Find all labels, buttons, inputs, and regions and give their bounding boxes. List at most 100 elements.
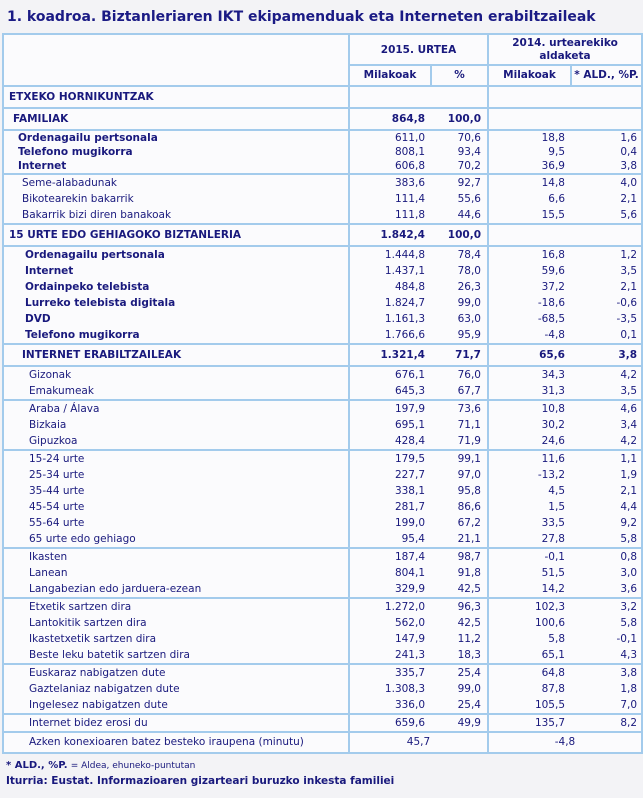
table-row: Ordainpeko telebista 484,8 26,3 37,2 2,1 bbox=[3, 279, 642, 295]
cell-value: 1.161,3 bbox=[348, 311, 431, 327]
cell-value: 336,0 bbox=[348, 697, 431, 714]
row-group: FAMILIAK 864,8 100,0 bbox=[3, 108, 643, 130]
cell-value: 0,4 bbox=[620, 145, 638, 158]
cell-value: 99,1 bbox=[457, 452, 481, 465]
cell-value: 338,1 bbox=[348, 483, 431, 499]
cell-value: 1,8 bbox=[620, 682, 638, 695]
row-label: Bakarrik bizi diren banakoak bbox=[22, 208, 172, 221]
cell-value: 70,6 bbox=[457, 131, 481, 144]
row-label: Euskaraz nabigatzen dute bbox=[29, 666, 166, 679]
header-year-row: 2015. URTEA 2014. urtearekiko aldaketa bbox=[3, 34, 643, 65]
cell-value: 49,9 bbox=[457, 716, 481, 729]
row-label: Telefono mugikorra bbox=[25, 328, 140, 341]
row-label: 35-44 urte bbox=[29, 484, 85, 497]
row-group: Ordenagailu pertsonala 611,0 70,6 18,8 1,6 Te… bbox=[3, 130, 643, 174]
table-row: Gipuzkoa 428,4 71,9 24,6 4,2 bbox=[3, 433, 642, 450]
row-label: Langabezian edo jarduera-ezean bbox=[29, 582, 202, 595]
row-label: Seme-alabadunak bbox=[22, 176, 117, 189]
header-milakoak-2015: Milakoak bbox=[348, 64, 431, 86]
row-label: 55-64 urte bbox=[29, 516, 85, 529]
cell-value: 98,7 bbox=[457, 550, 481, 563]
cell-value: 562,0 bbox=[348, 615, 431, 631]
cell-value: 30,2 bbox=[487, 417, 571, 433]
cell-value: 11,6 bbox=[487, 450, 571, 467]
cell-value: 67,7 bbox=[457, 384, 481, 397]
table-header: 2015. URTEA 2014. urtearekiko aldaketa M… bbox=[3, 34, 643, 86]
header-label-cell bbox=[3, 34, 349, 86]
cell-value: 97,0 bbox=[457, 468, 481, 481]
row-label: Ingelesez nabigatzen dute bbox=[29, 698, 168, 711]
cell-value: 804,1 bbox=[348, 565, 431, 581]
cell-value: 383,6 bbox=[348, 174, 431, 191]
row-group: Azken konexioaren batez besteko iraupena… bbox=[3, 732, 643, 753]
row-label: Internet bidez erosi du bbox=[29, 716, 148, 729]
row-label: Lantokitik sartzen dira bbox=[29, 616, 147, 629]
cell-value: 187,4 bbox=[348, 548, 431, 565]
cell-value: 27,8 bbox=[487, 531, 571, 548]
cell-value: 2,1 bbox=[620, 192, 638, 205]
row-label: 25-34 urte bbox=[29, 468, 85, 481]
table-row: Euskaraz nabigatzen dute 335,7 25,4 64,8 3,8 bbox=[3, 664, 642, 681]
cell-value: 1.437,1 bbox=[348, 263, 431, 279]
header-subcolumn-row: Milakoak % Milakoak * ALD., %P. bbox=[3, 64, 643, 86]
cell-value: 695,1 bbox=[348, 417, 431, 433]
cell-value: 864,8 bbox=[348, 108, 431, 130]
table-row: Emakumeak 645,3 67,7 31,3 3,5 bbox=[3, 383, 642, 400]
row-label: Gipuzkoa bbox=[29, 434, 78, 447]
cell-value: -13,2 bbox=[487, 467, 571, 483]
table-row: Bakarrik bizi diren banakoak 111,8 44,6 15,… bbox=[3, 207, 642, 224]
cell-value: 67,2 bbox=[457, 516, 481, 529]
cell-value: 92,7 bbox=[457, 176, 481, 189]
cell-value: 78,0 bbox=[457, 264, 481, 277]
row-label: Emakumeak bbox=[29, 384, 94, 397]
cell-value: 5,6 bbox=[620, 208, 638, 221]
row-group: Araba / Álava 197,9 73,6 10,8 4,6 Bizkaia 695,… bbox=[3, 400, 643, 450]
footnotes: * ALD., %P. = Aldea, ehuneko-puntutan It… bbox=[6, 759, 643, 788]
cell-value bbox=[571, 108, 642, 130]
table-row: Seme-alabadunak 383,6 92,7 14,8 4,0 bbox=[3, 174, 642, 191]
cell-value: -68,5 bbox=[487, 311, 571, 327]
cell-value: 3,0 bbox=[620, 566, 638, 579]
row-label: 45-54 urte bbox=[29, 500, 85, 513]
row-group: Internet bidez erosi du 659,6 49,9 135,7 8,2 bbox=[3, 714, 643, 732]
cell-value: 9,5 bbox=[487, 145, 571, 159]
cell-value: 73,6 bbox=[457, 402, 481, 415]
header-2015: 2015. URTEA bbox=[348, 34, 488, 65]
table-row: Ordenagailu pertsonala 1.444,8 78,4 16,8 1,2 bbox=[3, 246, 642, 263]
table-row: 35-44 urte 338,1 95,8 4,5 2,1 bbox=[3, 483, 642, 499]
row-label: Araba / Álava bbox=[29, 402, 100, 415]
table-row: Lanean 804,1 91,8 51,5 3,0 bbox=[3, 565, 642, 581]
source-line: Iturria: Eustat. Informazioaren gizartea… bbox=[6, 775, 395, 787]
cell-value: 14,2 bbox=[487, 581, 571, 598]
table-row: Beste leku batetik sartzen dira 241,3 18,3… bbox=[3, 647, 642, 664]
table-row: INTERNET ERABILTZAILEAK 1.321,4 71,7 65,6 3,… bbox=[3, 344, 642, 366]
cell-value: 64,8 bbox=[487, 664, 571, 681]
table-row: Bikotearekin bakarrik 111,4 55,6 6,6 2,1 bbox=[3, 191, 642, 207]
row-label: FAMILIAK bbox=[13, 112, 69, 125]
cell-value: 9,2 bbox=[620, 516, 638, 529]
row-label: 65 urte edo gehiago bbox=[29, 532, 136, 545]
table-row: Etxetik sartzen dira 1.272,0 96,3 102,3 3,2 bbox=[3, 598, 642, 615]
cell-value: 51,5 bbox=[487, 565, 571, 581]
row-group: 15 URTE EDO GEHIAGOKO BIZTANLERIA 1.842,4… bbox=[3, 224, 643, 246]
cell-value: 111,8 bbox=[348, 207, 431, 224]
cell-value: -0,6 bbox=[616, 296, 638, 309]
cell-value: 4,2 bbox=[620, 434, 638, 447]
cell-value: 1.272,0 bbox=[348, 598, 431, 615]
cell-value: 71,9 bbox=[457, 434, 481, 447]
table-row: 25-34 urte 227,7 97,0 -13,2 1,9 bbox=[3, 467, 642, 483]
row-label: Lurreko telebista digitala bbox=[25, 296, 176, 309]
cell-value: 1.842,4 bbox=[348, 224, 431, 246]
cell-value: 4,5 bbox=[487, 483, 571, 499]
cell-value: 3,8 bbox=[620, 666, 638, 679]
cell-value: 1.766,6 bbox=[348, 327, 431, 344]
cell-value: 1.444,8 bbox=[348, 246, 431, 263]
cell-value: 428,4 bbox=[348, 433, 431, 450]
row-group: Gizonak 676,1 76,0 34,3 4,2 Emakumeak 645,3 67,… bbox=[3, 366, 643, 400]
cell-value: 0,8 bbox=[620, 550, 638, 563]
cell-value: 99,0 bbox=[457, 296, 481, 309]
table-row: Gaztelaniaz nabigatzen dute 1.308,3 99,0 87… bbox=[3, 681, 642, 697]
cell-value: 4,3 bbox=[620, 648, 638, 661]
cell-value: 71,1 bbox=[457, 418, 481, 431]
cell-value: 33,5 bbox=[487, 515, 571, 531]
